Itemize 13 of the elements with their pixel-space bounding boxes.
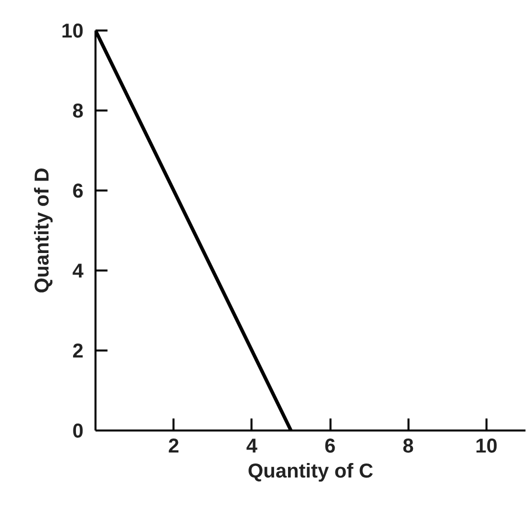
y-tick-label: 2 (72, 340, 84, 362)
x-tick-label: 10 (475, 436, 498, 458)
y-tick-label: 10 (61, 20, 84, 42)
y-tick-label: 4 (72, 260, 84, 282)
x-tick-label: 4 (246, 436, 258, 458)
x-axis-title: Quantity of C (248, 460, 374, 482)
x-tick-label: 2 (168, 436, 180, 458)
y-axis-title: Quantity of D (31, 168, 54, 294)
y-tick-label: 6 (72, 180, 84, 202)
y-tick-label: 0 (72, 420, 84, 442)
x-tick-label: 6 (324, 436, 336, 458)
x-tick-label: 8 (402, 436, 414, 458)
y-tick-label: 8 (72, 100, 84, 122)
